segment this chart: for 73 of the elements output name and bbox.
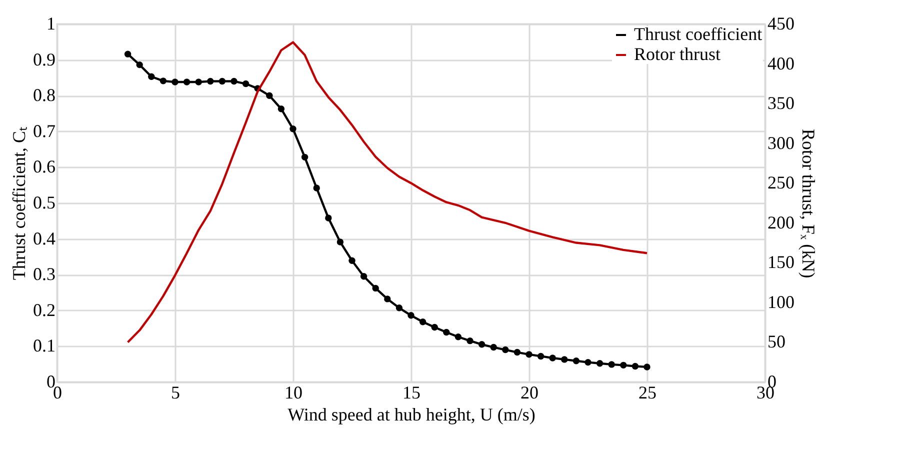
- y2-axis-title: Rotor thrust, Fₓ (kN): [798, 128, 818, 278]
- legend-label: Rotor thrust: [634, 44, 721, 64]
- point: [514, 348, 521, 356]
- point: [632, 362, 639, 370]
- legend-label: Thrust coefficient: [634, 24, 762, 44]
- point: [419, 318, 426, 326]
- y2-tick-label: 100: [768, 292, 794, 312]
- y2-tick-label: 50: [768, 332, 786, 352]
- point: [466, 337, 474, 344]
- y-tick-label: 0.6: [33, 156, 56, 177]
- point: [431, 324, 438, 331]
- point: [396, 304, 403, 312]
- point: [596, 360, 604, 367]
- point: [313, 184, 320, 192]
- point: [348, 257, 356, 264]
- point: [584, 358, 592, 366]
- x-axis-title: Wind speed at hub height, U (m/s): [288, 404, 536, 424]
- point: [620, 362, 627, 369]
- point: [490, 344, 497, 351]
- y-tick-label: 0.4: [33, 228, 56, 248]
- point: [443, 328, 450, 336]
- point: [336, 238, 344, 246]
- point: [537, 352, 544, 360]
- x-tick-label: 15: [402, 382, 420, 402]
- point: [160, 78, 167, 84]
- y-tick-label: 0.7: [33, 120, 56, 141]
- point: [526, 351, 532, 358]
- x-tick-label: 20: [520, 382, 538, 402]
- point: [572, 358, 580, 364]
- point: [360, 273, 368, 280]
- y2-tick-label: 250: [768, 172, 794, 193]
- y-tick-label: 0.8: [33, 85, 56, 106]
- point: [372, 284, 379, 292]
- point: [266, 92, 273, 99]
- y-tick-label: 0.9: [33, 49, 56, 70]
- y-axis-title: Thrust coefficient, Cₜ: [9, 126, 29, 280]
- point: [195, 78, 202, 86]
- x-tick-label: 10: [284, 382, 302, 402]
- point: [384, 296, 391, 302]
- y2-tick-label: 400: [768, 53, 794, 74]
- point: [502, 346, 509, 354]
- point: [207, 78, 214, 85]
- x-tick-label: 25: [638, 382, 656, 402]
- point: [148, 73, 155, 80]
- point: [183, 78, 190, 86]
- point: [301, 154, 308, 161]
- y2-tick-label: 350: [768, 93, 794, 114]
- y2-tick-label: 300: [768, 132, 794, 153]
- point: [549, 354, 556, 362]
- point: [242, 80, 250, 88]
- y2-tick-label: 450: [768, 14, 794, 34]
- y-tick-label: 0.3: [33, 264, 56, 284]
- point: [454, 334, 462, 340]
- point: [290, 126, 296, 132]
- point: [136, 61, 143, 68]
- y-tick-label: 1: [46, 14, 56, 34]
- point: [218, 78, 226, 85]
- y-tick-label: 0.2: [33, 300, 56, 320]
- y-tick-label: 0.5: [33, 192, 56, 212]
- y2-tick-label: 200: [768, 212, 794, 232]
- point: [408, 312, 414, 319]
- y2-tick-label: 150: [768, 252, 794, 272]
- point: [644, 364, 650, 370]
- point: [478, 341, 486, 348]
- point: [278, 106, 285, 112]
- x-tick-label: 5: [171, 382, 180, 402]
- point: [172, 78, 178, 86]
- point: [325, 214, 332, 222]
- point: [608, 361, 615, 368]
- point: [561, 356, 568, 363]
- point: [124, 50, 132, 58]
- y-tick-label: 0.1: [33, 336, 56, 356]
- point: [230, 78, 238, 85]
